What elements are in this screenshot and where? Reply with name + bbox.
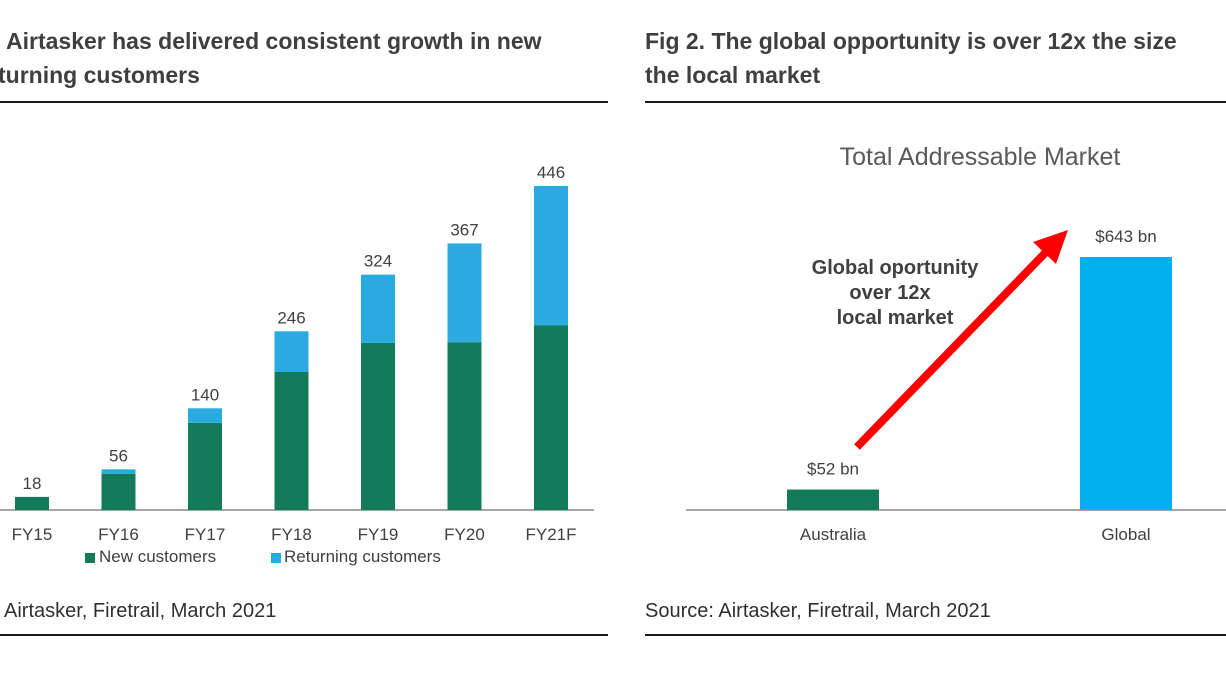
x-tick-label-fy15: FY15 [12, 525, 53, 544]
left-source-rule [0, 634, 608, 636]
annotation-line-1: Global oportunity [812, 257, 980, 279]
data-label-total-fy18: 246 [277, 308, 305, 327]
x-tick-label-fy16: FY16 [98, 525, 139, 544]
left-figure-title-line2: turning customers [0, 62, 200, 88]
x-tick-label-australia: Australia [800, 525, 867, 544]
growth-arrow-shaft [854, 248, 1050, 450]
x-tick-label-fy17: FY17 [185, 525, 226, 544]
x-tick-label-fy21f: FY21F [525, 525, 576, 544]
bar-returning-customers-fy18 [274, 331, 309, 372]
growth-arrow-head [1033, 230, 1068, 264]
data-label-total-fy16: 56 [109, 446, 128, 465]
right-chart-title: Total Addressable Market [840, 143, 1121, 171]
bar-new-customers-fy20 [447, 342, 482, 510]
right-title-rule [645, 101, 1226, 103]
data-label-total-fy21f: 446 [537, 163, 565, 182]
bar-returning-customers-fy16 [101, 469, 136, 474]
x-tick-label-global: Global [1101, 525, 1150, 544]
x-tick-label-fy20: FY20 [444, 525, 485, 544]
bar-new-customers-fy17 [188, 422, 222, 510]
legend-label-returning-customers: Returning customers [284, 547, 441, 566]
bar-returning-customers-fy19 [361, 274, 395, 343]
data-label-total-fy19: 324 [364, 252, 392, 271]
bar-new-customers-fy15 [15, 496, 49, 510]
right-source-rule [645, 634, 1226, 636]
bar-new-customers-fy19 [361, 342, 395, 510]
data-label-total-fy20: 367 [450, 220, 478, 239]
bar-returning-customers-fy21f [534, 186, 568, 326]
legend-swatch-returning-customers [271, 553, 281, 563]
bar-global [1080, 257, 1172, 510]
legend-swatch-new-customers [85, 553, 95, 563]
x-tick-label-fy18: FY18 [271, 525, 312, 544]
data-label-global: $643 bn [1095, 227, 1156, 246]
right-figure-title-line2: the local market [645, 62, 821, 88]
right-figure-source: Source: Airtasker, Firetrail, March 2021 [645, 600, 991, 622]
data-label-total-fy17: 140 [191, 385, 219, 404]
left-title-rule [0, 101, 608, 103]
bar-new-customers-fy18 [274, 371, 309, 510]
left-figure-source: Airtasker, Firetrail, March 2021 [4, 600, 277, 622]
data-label-total-fy15: 18 [23, 474, 42, 493]
x-tick-label-fy19: FY19 [358, 525, 399, 544]
bar-returning-customers-fy17 [188, 408, 222, 423]
left-figure-title-line1: Airtasker has delivered consistent growt… [6, 28, 542, 54]
legend-label-new-customers: New customers [99, 547, 216, 566]
right-chart-tam-bar: Total Addressable Market $52 bn Australia $… [686, 143, 1226, 544]
bar-new-customers-fy16 [101, 473, 136, 510]
data-label-australia: $52 bn [807, 460, 859, 479]
annotation-line-2: over 12x [849, 282, 930, 304]
bar-australia [787, 489, 879, 510]
bar-new-customers-fy21f [534, 325, 568, 510]
bar-returning-customers-fy20 [447, 243, 482, 343]
annotation-line-3: local market [837, 307, 954, 329]
left-chart-stacked-bar: 18 FY15 56 FY16 140 FY17 246 FY18 324 FY19 367 FY20… [0, 163, 594, 566]
right-figure-title-line1: Fig 2. The global opportunity is over 12… [645, 28, 1177, 54]
